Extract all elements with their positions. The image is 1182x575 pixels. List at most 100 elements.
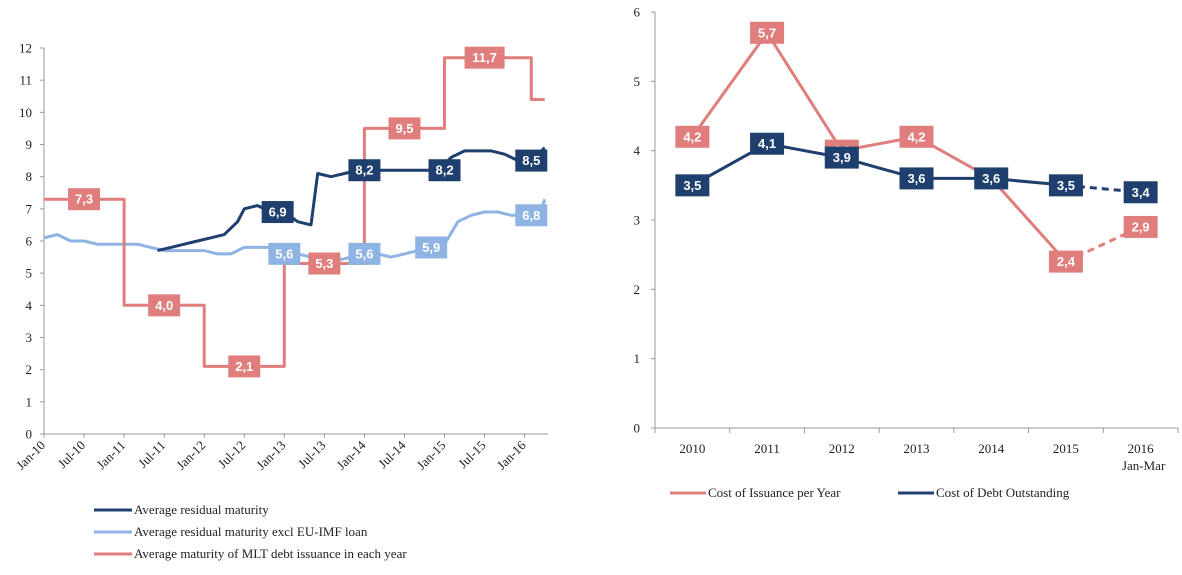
x-tick-label: 2011: [754, 441, 780, 456]
data-label-box: [675, 174, 710, 197]
data-label-box: [1048, 250, 1083, 273]
x-tick-label: Jan-14: [333, 437, 368, 472]
data-label-box: [824, 146, 859, 169]
data-label-box: [515, 204, 548, 227]
data-label: 4,2: [907, 129, 925, 144]
data-label: 3,4: [1132, 185, 1151, 200]
series-line-0: [157, 146, 546, 253]
x-tick-label: Jul-10: [55, 438, 89, 472]
y-tick-label: 12: [19, 41, 32, 56]
x-tick-label: 2015: [1053, 441, 1079, 456]
data-label-box: [899, 125, 934, 148]
data-label: 3,6: [982, 171, 1000, 186]
data-label-box: [308, 252, 341, 275]
data-label-box: [68, 188, 101, 211]
data-label-box: [415, 236, 448, 259]
y-tick-label: 5: [634, 74, 641, 89]
data-label: 2,4: [1057, 254, 1076, 269]
y-tick-label: 9: [26, 137, 33, 152]
x-tick-label: Jan-12: [173, 438, 208, 473]
data-label: 3,6: [907, 171, 925, 186]
data-label-box: [750, 132, 785, 155]
data-label: 3,5: [683, 178, 701, 193]
data-label: 8,2: [435, 163, 453, 178]
x-tick-label: Jan-13: [253, 438, 288, 473]
data-label-box: [348, 159, 381, 182]
legend-label: Average residual maturity: [134, 502, 269, 517]
right-chart: 0 1 2 3 4 5 6 2010 2011 2012 2013 2014 2015 2016 Jan-M…: [634, 5, 1179, 500]
data-label-box: [515, 149, 548, 172]
x-tick-label: Jul-15: [455, 438, 489, 472]
data-label: 8,5: [522, 153, 540, 168]
data-label-box: [464, 46, 505, 69]
y-tick-label: 5: [26, 266, 33, 281]
y-tick-label: 8: [26, 169, 33, 184]
x-tick-label: Jan-16: [494, 437, 529, 472]
legend-label: Average residual maturity excl EU-IMF lo…: [134, 524, 368, 539]
y-tick-label: 6: [26, 234, 33, 249]
data-label: 4,0: [155, 298, 173, 313]
x-tick-sublabel: Jan-Mar: [1122, 458, 1166, 473]
y-tick-label: 1: [26, 394, 33, 409]
data-label: 3,5: [1057, 178, 1075, 193]
x-tick-label: Jul-11: [135, 438, 168, 471]
x-tick-label: 2013: [904, 441, 930, 456]
y-tick-label: 2: [26, 362, 33, 377]
data-label-box: [268, 242, 301, 265]
data-label: 6,8: [522, 208, 540, 223]
legend-label: Cost of Issuance per Year: [708, 485, 841, 500]
y-tick-label: 0: [26, 427, 33, 442]
y-tick-label: 7: [26, 201, 33, 216]
x-tick-label: Jul-13: [295, 438, 329, 472]
data-label: 5,6: [275, 246, 293, 261]
data-label: 11,7: [472, 50, 497, 65]
data-label-box: [750, 21, 785, 44]
data-label: 2,9: [1132, 219, 1150, 234]
data-label: 5,3: [315, 256, 333, 271]
data-label: 4,2: [683, 129, 701, 144]
data-label: 7,3: [75, 192, 93, 207]
legend-label: Average maturity of MLT debt issuance in…: [134, 546, 407, 561]
y-tick-label: 4: [634, 143, 641, 158]
data-label: 5,6: [355, 246, 373, 261]
data-label-box: [1123, 181, 1158, 204]
y-tick-label: 11: [19, 73, 32, 88]
data-label-box: [388, 117, 421, 140]
data-label: 2,1: [235, 359, 253, 374]
x-tick-label: Jan-11: [93, 438, 128, 473]
data-label: 8,2: [355, 163, 373, 178]
y-tick-label: 3: [26, 330, 33, 345]
data-label-box: [974, 167, 1009, 190]
data-label: 5,9: [422, 240, 440, 255]
data-label: 4,1: [758, 136, 776, 151]
x-tick-label: Jul-14: [375, 437, 409, 471]
y-tick-label: 0: [634, 421, 641, 436]
data-label-box: [348, 242, 381, 265]
x-tick-label: 2012: [829, 441, 855, 456]
data-label: 6,9: [269, 205, 287, 220]
series-line-0: [691, 31, 1068, 263]
y-tick-label: 1: [634, 351, 641, 366]
legend-label: Cost of Debt Outstanding: [936, 485, 1070, 500]
y-tick-label: 2: [634, 282, 641, 297]
data-label-box: [228, 355, 261, 378]
series-line-2: [44, 56, 545, 368]
x-tick-label: Jul-12: [215, 438, 249, 472]
y-tick-label: 6: [634, 5, 641, 20]
data-label-box: [899, 167, 934, 190]
data-label: 9,5: [395, 121, 413, 136]
x-tick-label: 2014: [978, 441, 1005, 456]
y-tick-label: 3: [634, 213, 641, 228]
data-label-box: [428, 159, 461, 182]
y-tick-label: 4: [26, 298, 33, 313]
data-label: 5,7: [758, 25, 776, 40]
y-tick-label: 10: [19, 105, 32, 120]
x-tick-label: 2016: [1128, 441, 1155, 456]
data-label-box: [1048, 174, 1083, 197]
data-label-box: [148, 294, 181, 317]
data-label: 3,9: [833, 150, 851, 165]
x-tick-label: Jan-15: [414, 438, 449, 473]
x-tick-label: Jan-10: [13, 438, 48, 473]
